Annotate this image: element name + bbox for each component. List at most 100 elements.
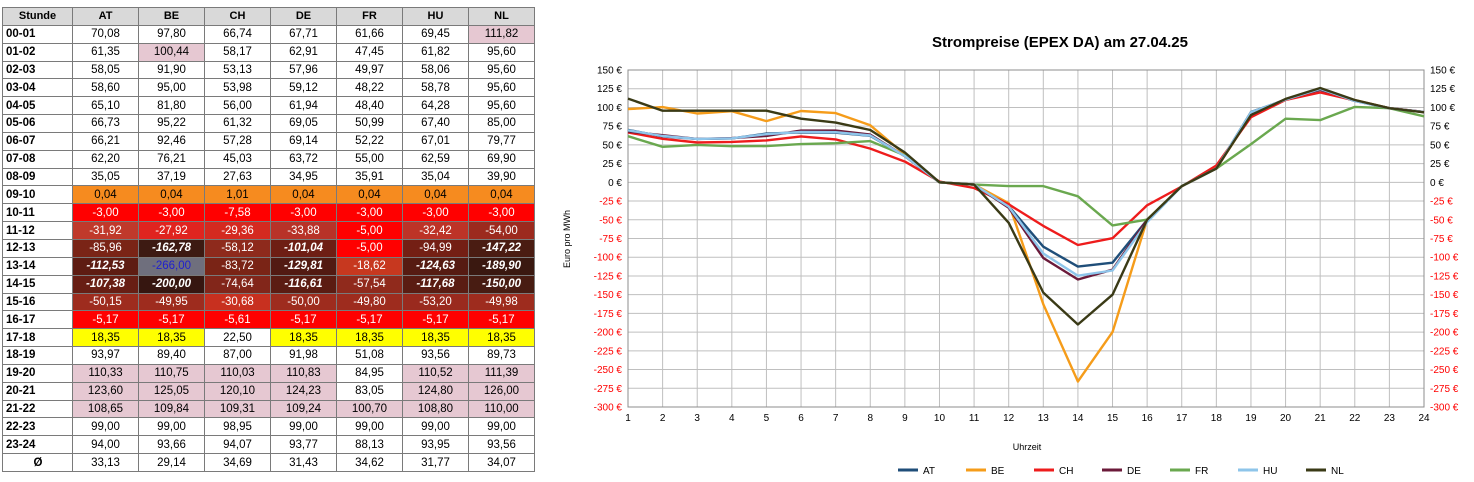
price-cell: -116,61	[270, 274, 337, 294]
price-cell: 93,56	[402, 346, 469, 365]
price-cell: 95,60	[468, 42, 535, 62]
y-tick-label-right: 125 €	[1430, 84, 1455, 95]
y-axis-label: Euro pro MWh	[562, 210, 572, 268]
price-cell: 58,17	[204, 42, 271, 62]
price-cell: -3,00	[402, 203, 469, 223]
y-tick-label-left: -275 €	[594, 384, 623, 395]
price-cell: -7,58	[204, 203, 271, 223]
y-tick-label-left: -200 €	[594, 328, 623, 339]
y-tick-label-right: -100 €	[1430, 253, 1459, 264]
y-tick-label-right: 0 €	[1430, 178, 1444, 189]
price-cell: 58,06	[402, 60, 469, 80]
y-tick-label-left: 125 €	[597, 84, 622, 95]
table-row: 04-05 65,10 81,80 56,00 61,94 48,40 64,28 95,60	[2, 96, 535, 116]
chart-grid	[627, 69, 1425, 408]
x-tick-label: 16	[1142, 413, 1154, 424]
x-tick-label: 2	[660, 413, 666, 424]
x-axis-label: Uhrzeit	[1013, 442, 1042, 452]
price-cell: -124,63	[402, 256, 469, 276]
price-cell: -147,22	[468, 238, 535, 258]
price-cell: 110,52	[402, 363, 469, 383]
average-cell: 31,77	[402, 453, 469, 472]
x-tick-label: 6	[798, 413, 804, 424]
price-cell: 69,45	[402, 24, 469, 44]
legend-label-fr: FR	[1195, 466, 1208, 477]
price-cell: -58,12	[204, 238, 271, 258]
price-cell: 110,83	[270, 363, 337, 383]
price-cell: 0,04	[336, 185, 403, 205]
y-tick-label-right: -75 €	[1430, 234, 1453, 245]
price-cell: 99,00	[336, 417, 403, 437]
price-cell: -3,00	[72, 203, 139, 223]
price-cell: 18,35	[138, 328, 205, 348]
price-cell: -49,95	[138, 292, 205, 312]
price-cell: 83,05	[336, 381, 403, 401]
price-cell: 48,22	[336, 78, 403, 98]
hour-cell: 12-13	[2, 238, 73, 258]
price-cell: -5,17	[72, 310, 139, 330]
price-cell: 110,75	[138, 363, 205, 383]
hour-cell: 02-03	[2, 60, 73, 80]
chart-title: Strompreise (EPEX DA) am 27.04.25	[932, 34, 1188, 51]
hour-cell: 06-07	[2, 131, 73, 151]
legend-label-de: DE	[1127, 466, 1141, 477]
price-cell: 108,65	[72, 399, 139, 419]
price-cell: 84,95	[336, 363, 403, 383]
y-tick-label-right: -150 €	[1430, 290, 1459, 301]
price-cell: -5,17	[402, 310, 469, 330]
price-cell: -101,04	[270, 238, 337, 258]
price-cell: 91,98	[270, 346, 337, 365]
y-tick-label-right: 75 €	[1430, 122, 1450, 133]
price-cell: 97,80	[138, 24, 205, 44]
y-tick-label-right: 25 €	[1430, 159, 1450, 170]
legend-label-hu: HU	[1263, 466, 1277, 477]
price-cell: -5,17	[270, 310, 337, 330]
price-cell: -129,81	[270, 256, 337, 276]
price-cell: 57,28	[204, 131, 271, 151]
price-cell: -32,42	[402, 221, 469, 240]
x-tick-label: 12	[1003, 413, 1015, 424]
price-cell: 39,90	[468, 167, 535, 187]
price-cell: 85,00	[468, 114, 535, 133]
hour-cell: 11-12	[2, 221, 73, 240]
hour-cell: 15-16	[2, 292, 73, 312]
price-cell: 49,97	[336, 60, 403, 80]
price-cell: 0,04	[138, 185, 205, 205]
price-cell: -107,38	[72, 274, 139, 294]
price-cell: 81,80	[138, 96, 205, 116]
price-cell: -5,17	[336, 310, 403, 330]
price-cell: 27,63	[204, 167, 271, 187]
hour-cell: 14-15	[2, 274, 73, 294]
y-tick-label-left: 0 €	[608, 178, 622, 189]
x-tick-label: 20	[1280, 413, 1292, 424]
price-cell: 98,95	[204, 417, 271, 437]
legend-label-ch: CH	[1059, 466, 1073, 477]
price-cell: 52,22	[336, 131, 403, 151]
price-cell: -3,00	[468, 203, 535, 223]
y-tick-label-left: 150 €	[597, 66, 622, 77]
x-tick-label: 11	[969, 413, 980, 424]
table-row: 21-22 108,65 109,84 109,31 109,24 100,70 108,8…	[2, 399, 535, 419]
y-tick-label-left: -175 €	[594, 309, 623, 320]
header-ch: CH	[204, 7, 271, 26]
y-tick-label-left: 75 €	[603, 122, 623, 133]
price-cell: 62,91	[270, 42, 337, 62]
y-tick-label-right: -225 €	[1430, 346, 1459, 357]
price-cell: 67,01	[402, 131, 469, 151]
table-row: 23-24 94,00 93,66 94,07 93,77 88,13 93,95 93,56	[2, 435, 535, 455]
y-tick-label-left: -25 €	[599, 197, 622, 208]
price-cell: 93,95	[402, 435, 469, 455]
hour-cell: 00-01	[2, 24, 73, 44]
x-tick-label: 17	[1176, 413, 1188, 424]
price-cell: -266,00	[138, 256, 205, 276]
price-cell: -85,96	[72, 238, 139, 258]
y-tick-label-left: -225 €	[594, 346, 623, 357]
price-cell: 109,24	[270, 399, 337, 419]
price-cell: 18,35	[468, 328, 535, 348]
price-cell: 99,00	[468, 417, 535, 437]
hour-cell: 21-22	[2, 399, 73, 419]
price-cell: 93,97	[72, 346, 139, 365]
price-cell: 89,40	[138, 346, 205, 365]
price-cell: -112,53	[72, 256, 139, 276]
y-tick-label-left: -75 €	[599, 234, 622, 245]
